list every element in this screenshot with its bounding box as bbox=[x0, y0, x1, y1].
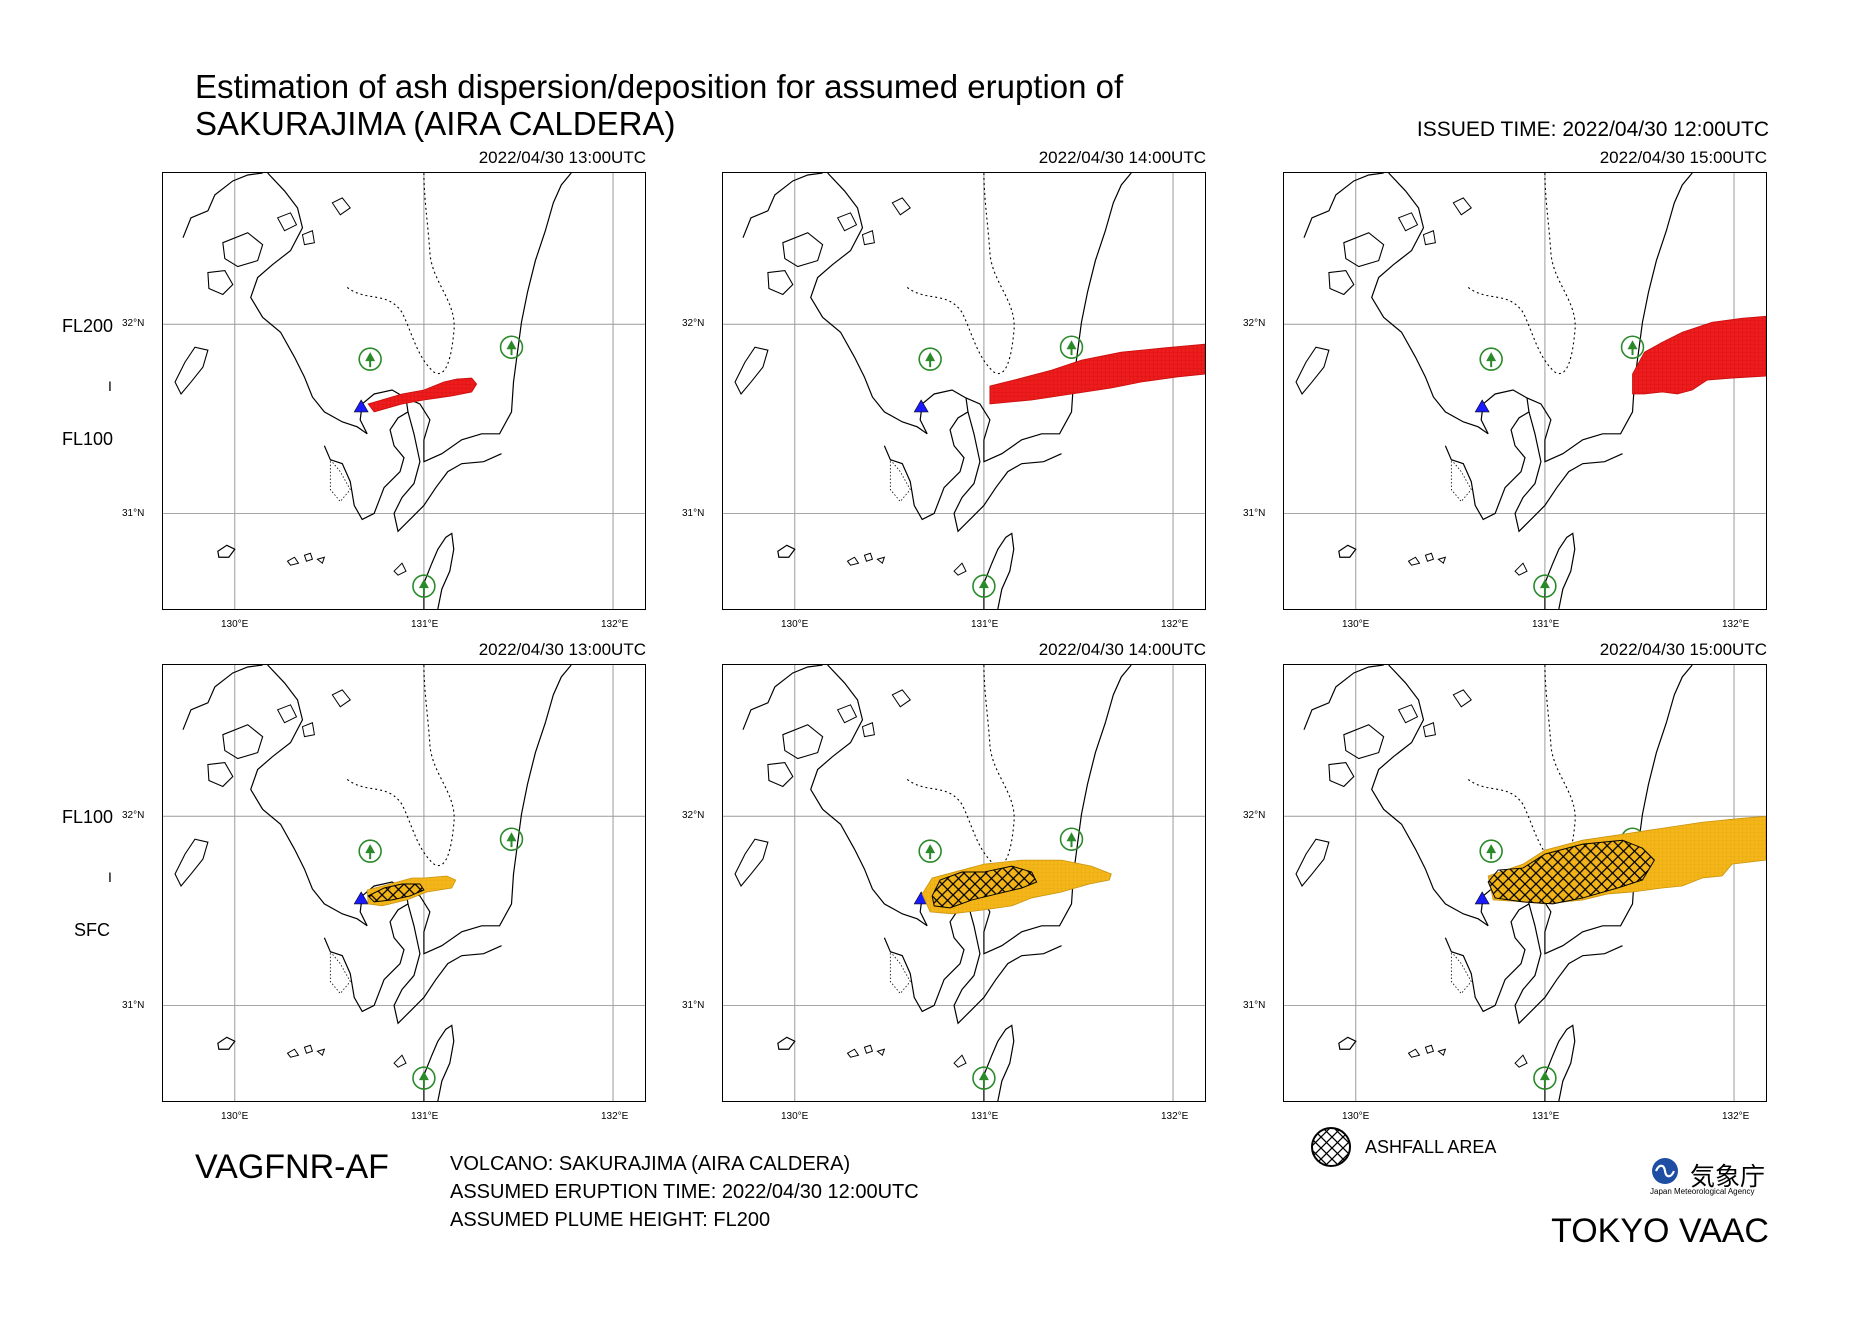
eruption-info: VOLCANO: SAKURAJIMA (AIRA CALDERA) ASSUM… bbox=[450, 1150, 919, 1234]
lon-label-131-row1-p3: 131°E bbox=[1532, 619, 1560, 630]
row1-separator: I bbox=[108, 378, 112, 394]
lat-label-31-row2-p3: 31°N bbox=[1243, 1000, 1266, 1011]
lon-label-132-row2-p3: 132°E bbox=[1722, 1111, 1750, 1122]
ashfall-hatch-icon bbox=[1310, 1126, 1352, 1168]
lon-label-132-row1-p1: 132°E bbox=[601, 619, 629, 630]
map-title: Estimation of ash dispersion/deposition … bbox=[195, 68, 1123, 142]
lon-label-132-row1-p3: 132°E bbox=[1722, 619, 1750, 630]
product-code: VAGFNR-AF bbox=[195, 1148, 389, 1186]
panel-5-ashfall-area bbox=[931, 865, 1038, 909]
panel-6-time: 2022/04/30 15:00UTC bbox=[1599, 640, 1767, 659]
lon-label-130-row1-p3: 130°E bbox=[1342, 619, 1370, 630]
row1-upper-level: FL200 bbox=[62, 316, 114, 336]
vaac-name: TOKYO VAAC bbox=[1551, 1212, 1769, 1250]
lon-label-130-row2-p1: 130°E bbox=[221, 1111, 249, 1122]
panel-4-ashfall-area bbox=[367, 883, 425, 903]
lat-label-31-row1-p3: 31°N bbox=[1243, 508, 1266, 519]
lat-label-32-row2-p2: 32°N bbox=[682, 810, 705, 821]
panel-6-ashfall-area bbox=[1487, 839, 1656, 905]
row2-upper-level: FL100 bbox=[62, 807, 114, 827]
map-title-line1: Estimation of ash dispersion/deposition … bbox=[195, 68, 1124, 105]
lat-label-32-row2-p1: 32°N bbox=[122, 810, 145, 821]
panel-5-map[interactable] bbox=[722, 664, 1206, 1102]
panel-6-map[interactable] bbox=[1283, 664, 1767, 1102]
row1-lower-level: FL100 bbox=[62, 429, 114, 449]
map-title-line2: SAKURAJIMA (AIRA CALDERA) bbox=[195, 105, 676, 142]
panel-4-map[interactable] bbox=[162, 664, 646, 1102]
lon-label-131-row2-p2: 131°E bbox=[971, 1111, 999, 1122]
lon-label-130-row1-p1: 130°E bbox=[221, 619, 249, 630]
lon-label-131-row2-p1: 131°E bbox=[411, 1111, 439, 1122]
lat-label-31-row2-p2: 31°N bbox=[682, 1000, 705, 1011]
lon-label-132-row1-p2: 132°E bbox=[1161, 619, 1189, 630]
lon-label-131-row1-p2: 131°E bbox=[971, 619, 999, 630]
panel-5-time: 2022/04/30 14:00UTC bbox=[1038, 640, 1206, 659]
lat-label-31-row1-p1: 31°N bbox=[122, 508, 145, 519]
row2-lower-level: SFC bbox=[74, 920, 110, 940]
agency-name-jp: 気象庁 bbox=[1690, 1163, 1766, 1191]
panel-3-map[interactable] bbox=[1283, 172, 1767, 610]
lon-label-131-row1-p1: 131°E bbox=[411, 619, 439, 630]
info-plume-height: ASSUMED PLUME HEIGHT: FL200 bbox=[450, 1209, 771, 1231]
lon-label-130-row2-p2: 130°E bbox=[781, 1111, 809, 1122]
issued-time: ISSUED TIME: 2022/04/30 12:00UTC bbox=[1416, 118, 1769, 141]
lon-label-131-row2-p3: 131°E bbox=[1532, 1111, 1560, 1122]
panel-1-map[interactable] bbox=[162, 172, 646, 610]
info-eruption-time: ASSUMED ERUPTION TIME: 2022/04/30 12:00U… bbox=[450, 1181, 919, 1203]
panel-2-ash-cloud bbox=[989, 343, 1205, 405]
lon-label-130-row1-p2: 130°E bbox=[781, 619, 809, 630]
panel-3-time: 2022/04/30 15:00UTC bbox=[1599, 148, 1767, 167]
row2-separator: I bbox=[108, 869, 112, 885]
info-volcano: VOLCANO: SAKURAJIMA (AIRA CALDERA) bbox=[450, 1153, 851, 1175]
panel-4-time: 2022/04/30 13:00UTC bbox=[478, 640, 646, 659]
lat-label-32-row1-p1: 32°N bbox=[122, 318, 145, 329]
agency-name-en: Japan Meteorological Agency bbox=[1650, 1187, 1755, 1196]
panel-2-map[interactable] bbox=[722, 172, 1206, 610]
lat-label-32-row1-p3: 32°N bbox=[1243, 318, 1266, 329]
lat-label-32-row1-p2: 32°N bbox=[682, 318, 705, 329]
jma-logo-icon bbox=[1648, 1156, 1682, 1186]
lon-label-130-row2-p3: 130°E bbox=[1342, 1111, 1370, 1122]
panel-1-ash-cloud bbox=[367, 377, 478, 413]
lat-label-31-row2-p1: 31°N bbox=[122, 1000, 145, 1011]
lon-label-132-row2-p2: 132°E bbox=[1161, 1111, 1189, 1122]
panel-2-time: 2022/04/30 14:00UTC bbox=[1038, 148, 1206, 167]
lat-label-32-row2-p3: 32°N bbox=[1243, 810, 1266, 821]
panel-1-time: 2022/04/30 13:00UTC bbox=[478, 148, 646, 167]
panel-3-ash-cloud bbox=[1632, 315, 1766, 395]
legend-ashfall-label: ASHFALL AREA bbox=[1365, 1137, 1497, 1157]
lat-label-31-row1-p2: 31°N bbox=[682, 508, 705, 519]
lon-label-132-row2-p1: 132°E bbox=[601, 1111, 629, 1122]
